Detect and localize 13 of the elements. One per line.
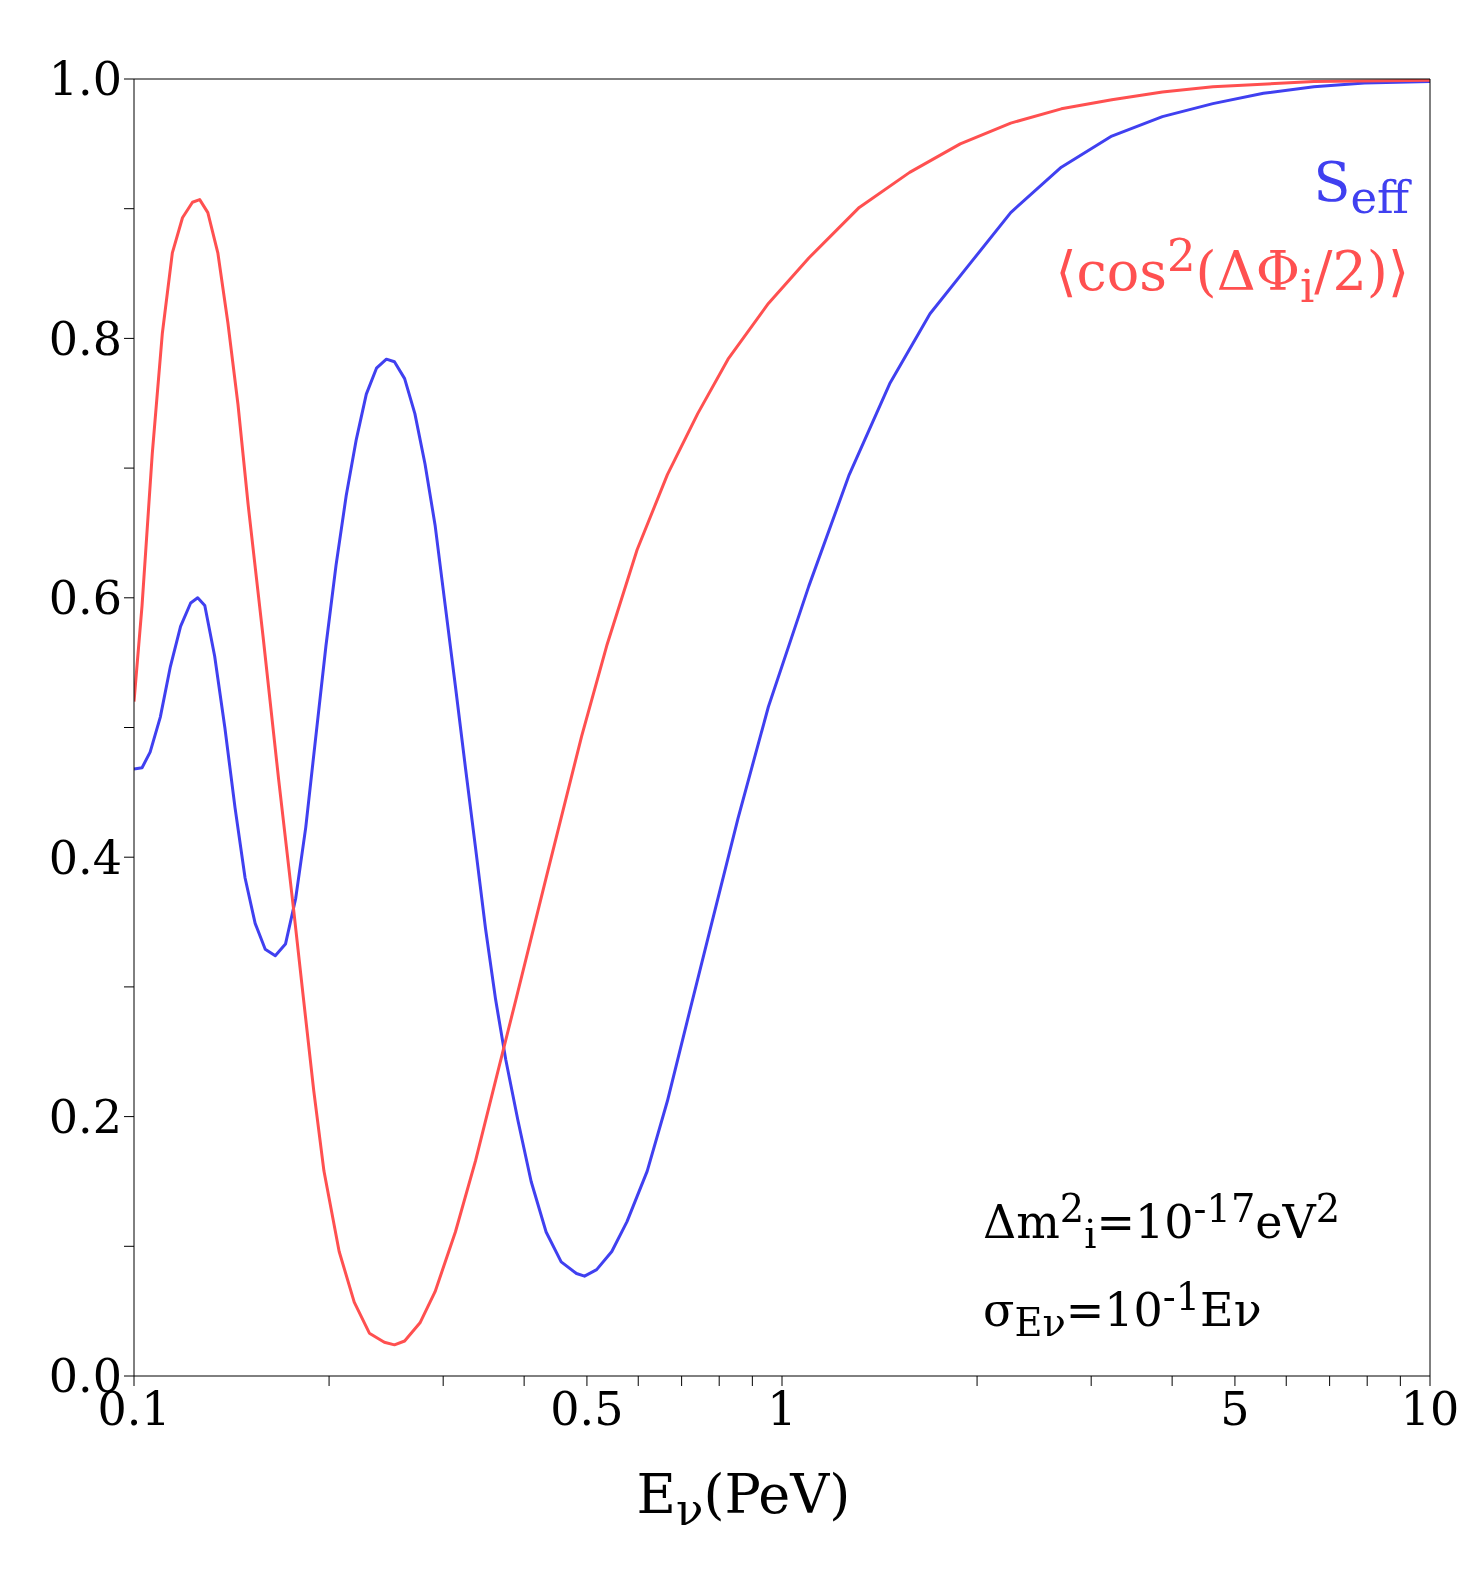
x-tick-label: 5 xyxy=(1220,1381,1250,1436)
annotation: σ$_{Eν}$=10$^{-1}$Eν xyxy=(983,1273,1262,1346)
y-tick-label: 0.4 xyxy=(48,830,122,885)
text: ⟨cos$^{2}$(ΔΦ$_{i}$/2)⟩ xyxy=(1055,229,1409,314)
y-tick-label: 0.6 xyxy=(48,571,122,626)
y-tick-label: 0.2 xyxy=(48,1089,122,1144)
x-tick-label: 10 xyxy=(1400,1381,1460,1436)
x-tick-label: 0.5 xyxy=(550,1381,624,1436)
annotation: Δm$^{2}$$_{i}$=10$^{-17}$eV$^{2}$ xyxy=(983,1186,1341,1258)
y-tick-label: 0.8 xyxy=(48,311,122,366)
x-axis-title: E$_{ν}$(PeV) xyxy=(636,1463,851,1536)
x-tick-label: 1 xyxy=(767,1381,797,1436)
y-tick-label: 1.0 xyxy=(48,52,122,107)
